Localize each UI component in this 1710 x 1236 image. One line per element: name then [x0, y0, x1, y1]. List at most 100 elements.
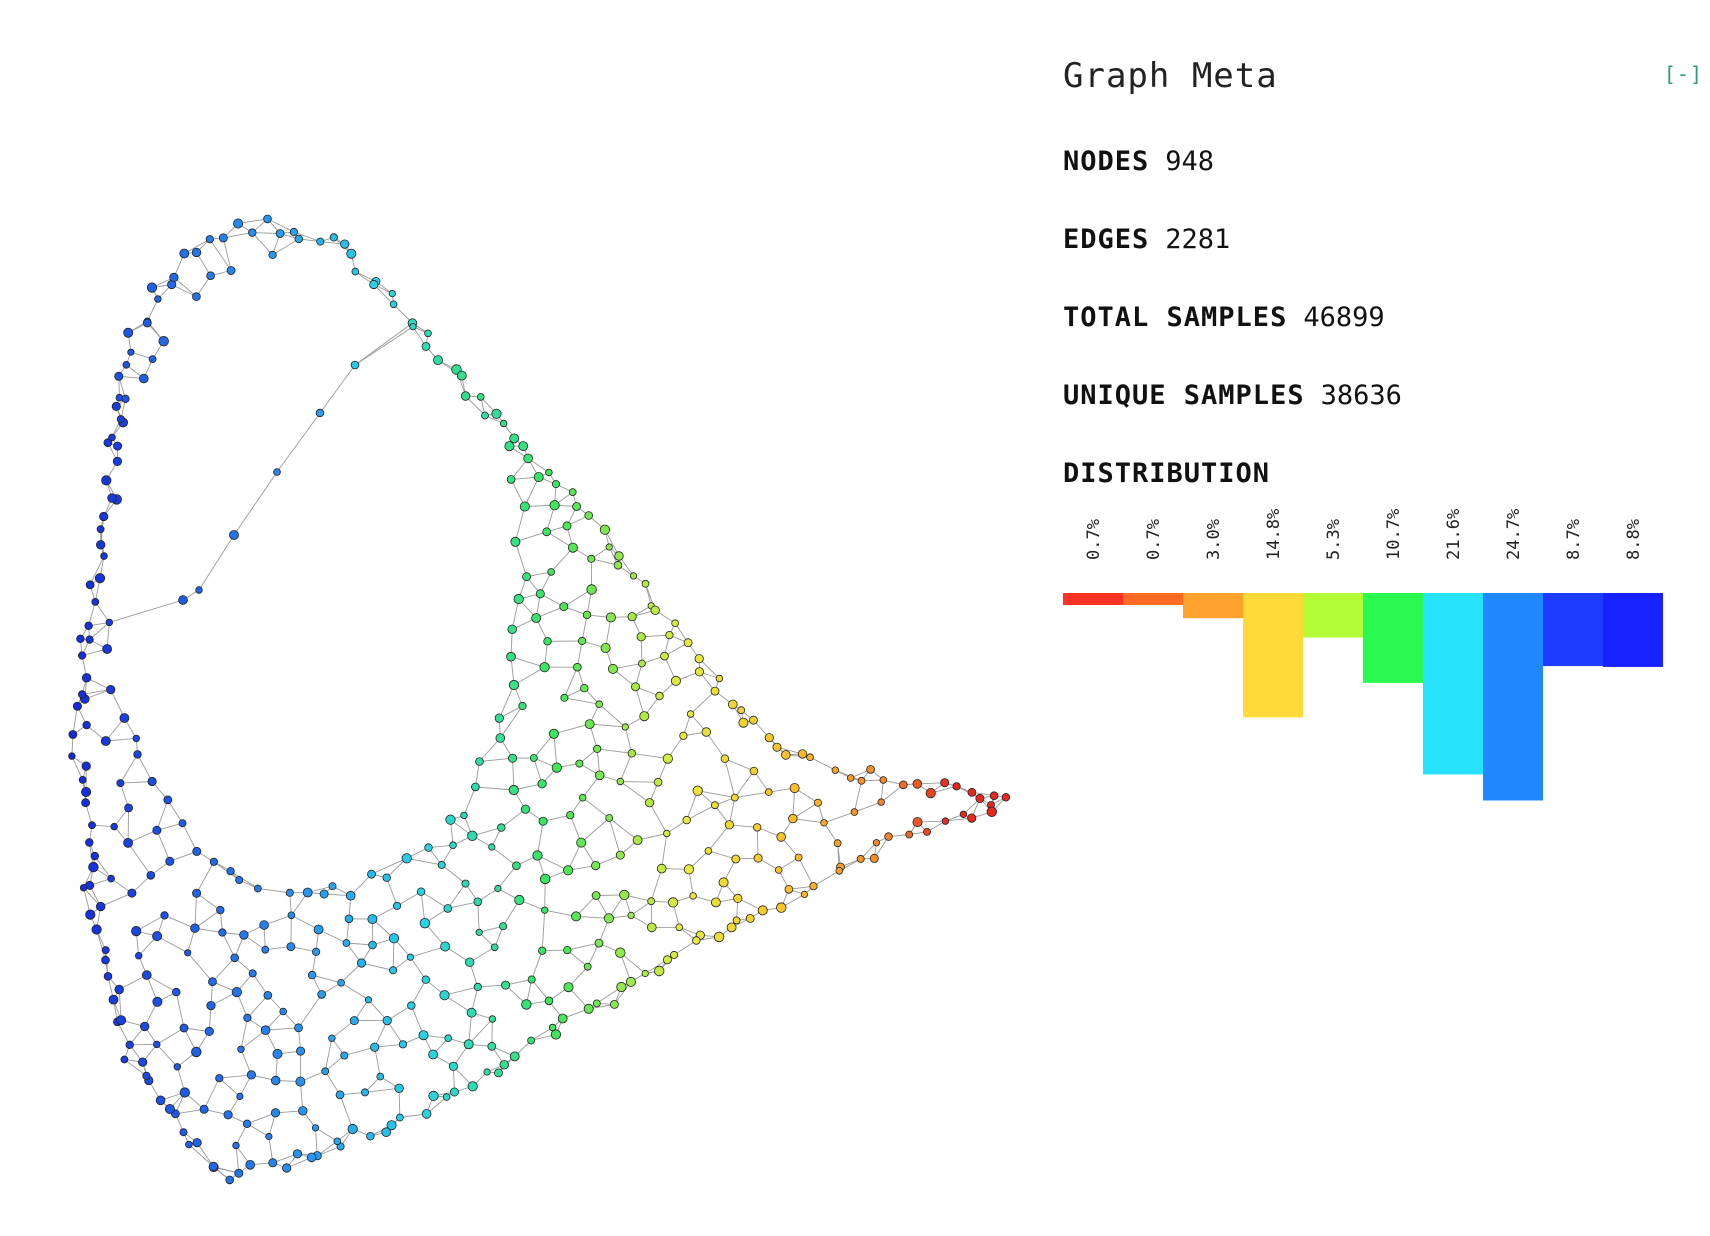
- graph-node[interactable]: [376, 1072, 385, 1081]
- graph-node[interactable]: [192, 846, 202, 856]
- graph-node[interactable]: [81, 787, 92, 798]
- graph-node[interactable]: [510, 536, 521, 547]
- graph-node[interactable]: [641, 579, 650, 588]
- graph-node[interactable]: [884, 832, 893, 841]
- graph-node[interactable]: [91, 598, 100, 606]
- graph-node[interactable]: [610, 1000, 619, 1009]
- graph-node[interactable]: [158, 336, 169, 347]
- graph-node[interactable]: [813, 798, 822, 807]
- graph-node[interactable]: [78, 690, 87, 699]
- graph-node[interactable]: [562, 521, 572, 531]
- graph-node[interactable]: [552, 480, 561, 489]
- graph-node[interactable]: [898, 780, 908, 790]
- graph-node[interactable]: [473, 982, 482, 992]
- graph-node[interactable]: [246, 1070, 256, 1080]
- graph-node[interactable]: [456, 370, 467, 381]
- graph-node[interactable]: [727, 699, 738, 710]
- graph-node[interactable]: [146, 282, 158, 293]
- graph-node[interactable]: [537, 779, 547, 789]
- graph-node[interactable]: [351, 267, 360, 276]
- graph-node[interactable]: [155, 1095, 166, 1106]
- graph-node[interactable]: [100, 736, 111, 746]
- graph-node[interactable]: [317, 990, 326, 999]
- graph-node[interactable]: [506, 475, 516, 484]
- graph-node[interactable]: [720, 754, 730, 763]
- graph-node[interactable]: [629, 572, 638, 580]
- graph-node[interactable]: [806, 753, 814, 761]
- graph-nodes[interactable]: [68, 214, 1011, 1185]
- graph-node[interactable]: [114, 984, 124, 995]
- graph-node[interactable]: [548, 1023, 557, 1032]
- graph-node[interactable]: [199, 1104, 209, 1114]
- graph-node[interactable]: [809, 882, 818, 891]
- graph-node[interactable]: [586, 584, 597, 595]
- graph-node[interactable]: [124, 803, 134, 813]
- graph-node[interactable]: [428, 1049, 439, 1060]
- graph-node[interactable]: [627, 911, 635, 920]
- graph-node[interactable]: [473, 897, 483, 907]
- graph-node[interactable]: [925, 787, 936, 799]
- graph-node[interactable]: [275, 229, 285, 238]
- graph-node[interactable]: [272, 1048, 283, 1059]
- graph-node[interactable]: [88, 861, 99, 873]
- graph-node[interactable]: [879, 776, 888, 784]
- graph-node[interactable]: [532, 850, 543, 861]
- graph-node[interactable]: [101, 475, 112, 486]
- graph-node[interactable]: [497, 823, 506, 832]
- graph-node[interactable]: [259, 920, 269, 930]
- graph-node[interactable]: [527, 1036, 535, 1045]
- graph-node[interactable]: [307, 970, 317, 980]
- graph-node[interactable]: [333, 1137, 342, 1146]
- graph-node[interactable]: [142, 1071, 151, 1080]
- graph-node[interactable]: [527, 975, 536, 984]
- graph-node[interactable]: [125, 1040, 134, 1049]
- graph-node[interactable]: [670, 675, 681, 686]
- graph-node[interactable]: [494, 713, 504, 723]
- graph-node[interactable]: [476, 393, 485, 401]
- graph-node[interactable]: [551, 762, 562, 773]
- graph-node[interactable]: [85, 909, 96, 920]
- graph-node[interactable]: [495, 733, 506, 743]
- graph-node[interactable]: [660, 651, 669, 661]
- graph-node[interactable]: [724, 820, 735, 830]
- graph-node[interactable]: [340, 239, 350, 249]
- graph-node[interactable]: [615, 947, 626, 958]
- graph-node[interactable]: [268, 250, 277, 259]
- graph-node[interactable]: [286, 942, 296, 951]
- graph-node[interactable]: [172, 987, 181, 997]
- graph-node[interactable]: [692, 785, 703, 796]
- graph-node[interactable]: [392, 901, 402, 911]
- graph-node[interactable]: [654, 965, 665, 977]
- graph-node[interactable]: [694, 667, 705, 677]
- graph-node[interactable]: [335, 1090, 345, 1100]
- graph-node[interactable]: [91, 924, 102, 935]
- graph-node[interactable]: [364, 996, 372, 1004]
- graph-node[interactable]: [508, 753, 518, 763]
- graph-node[interactable]: [306, 1152, 317, 1163]
- graph-node[interactable]: [831, 766, 839, 774]
- graph-node[interactable]: [94, 573, 106, 584]
- graph-node[interactable]: [592, 999, 601, 1008]
- graph-node[interactable]: [619, 889, 630, 901]
- graph-node[interactable]: [368, 940, 377, 950]
- graph-node[interactable]: [428, 1090, 439, 1102]
- graph-node[interactable]: [572, 502, 581, 511]
- graph-node[interactable]: [88, 821, 96, 830]
- graph-node[interactable]: [209, 857, 218, 866]
- graph-node[interactable]: [340, 1051, 349, 1060]
- graph-node[interactable]: [120, 1055, 129, 1064]
- graph-node[interactable]: [102, 644, 112, 654]
- graph-node[interactable]: [538, 816, 548, 826]
- graph-node[interactable]: [192, 888, 202, 898]
- graph-node[interactable]: [223, 1110, 233, 1120]
- graph-node[interactable]: [794, 853, 803, 862]
- graph-node[interactable]: [774, 866, 783, 874]
- graph-node[interactable]: [463, 1039, 474, 1050]
- graph-node[interactable]: [424, 329, 432, 338]
- graph-node[interactable]: [101, 946, 110, 955]
- graph-node[interactable]: [582, 610, 592, 620]
- graph-node[interactable]: [366, 1131, 375, 1141]
- graph-node[interactable]: [563, 982, 574, 993]
- graph-node[interactable]: [294, 234, 303, 244]
- graph-node[interactable]: [248, 969, 257, 978]
